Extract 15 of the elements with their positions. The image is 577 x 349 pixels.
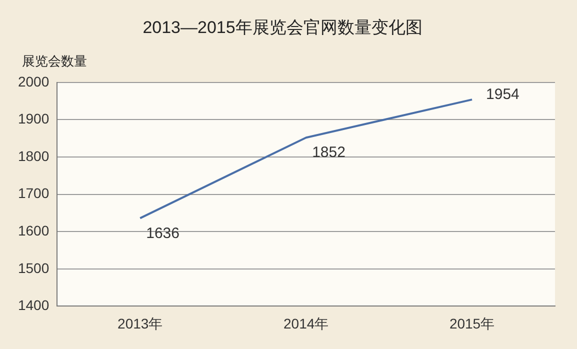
y-tick-label: 1600 <box>18 222 50 238</box>
y-tick-label: 1400 <box>18 297 50 314</box>
data-label: 1636 <box>146 224 180 242</box>
y-tick-label: 2000 <box>18 73 50 90</box>
x-tick-label: 2015年 <box>449 315 495 332</box>
data-label: 1954 <box>486 86 520 104</box>
y-axis-title: 展览会数量 <box>22 53 87 68</box>
data-label: 1852 <box>312 144 346 162</box>
chart-title: 2013—2015年展览会官网数量变化图 <box>142 18 422 37</box>
x-tick-label: 2014年 <box>283 315 329 332</box>
y-tick-label: 1700 <box>18 185 50 202</box>
x-tick-label: 2013年 <box>118 315 163 332</box>
y-tick-label: 1900 <box>18 110 50 127</box>
y-tick-label: 1500 <box>18 260 50 276</box>
y-tick-label: 1800 <box>18 148 50 164</box>
